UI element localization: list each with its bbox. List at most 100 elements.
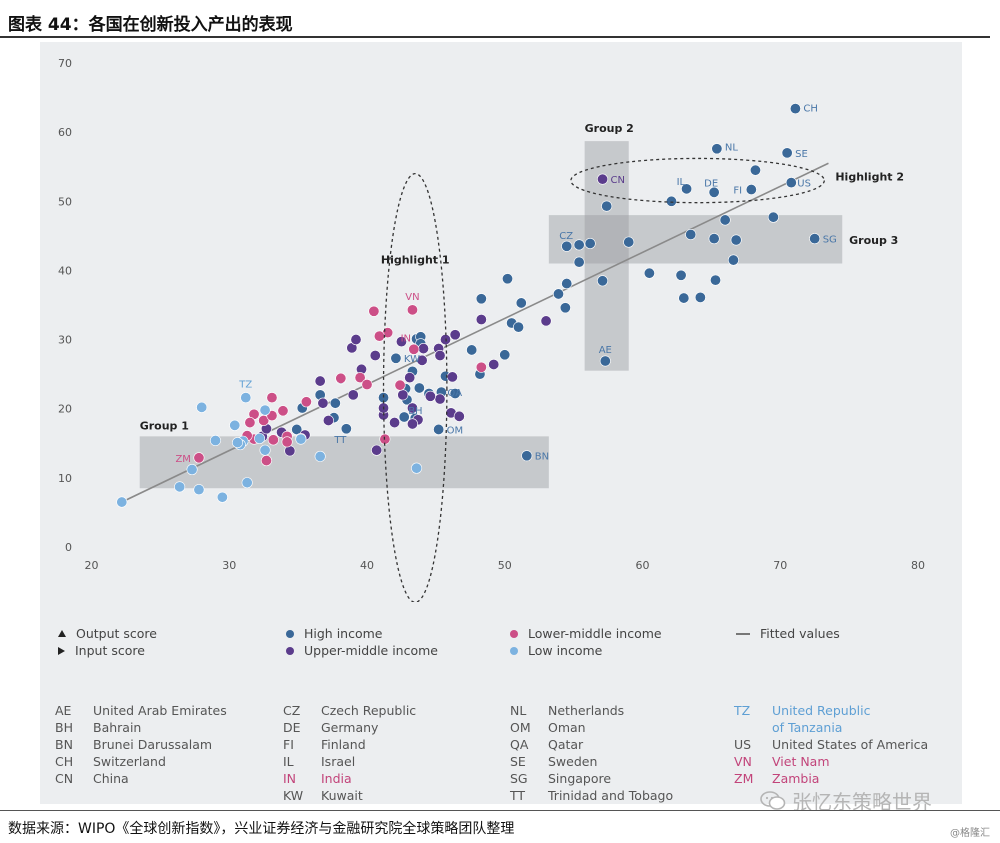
abbreviation-item: QA Qatar — [510, 737, 584, 752]
data-point — [559, 302, 571, 314]
data-point — [475, 293, 487, 305]
data-point — [347, 389, 359, 401]
legend-label: Input score — [75, 643, 145, 658]
abbreviation-item: DE Germany — [283, 720, 379, 735]
page-title: 图表 44：各国在创新投入产出的表现 — [8, 15, 293, 35]
data-point — [573, 239, 585, 251]
abbreviation-item: TZ United Republic — [734, 703, 871, 718]
data-point — [710, 274, 722, 286]
data-point — [708, 233, 720, 245]
legend-label: Upper-middle income — [304, 643, 438, 658]
point-label: AE — [599, 345, 612, 356]
data-point — [730, 234, 742, 246]
x-tick-label: 20 — [85, 559, 99, 572]
annotation-label: Group 3 — [849, 234, 898, 247]
group-box — [139, 436, 549, 489]
data-point — [232, 437, 244, 449]
credit-text: @格隆汇 — [950, 828, 990, 839]
lower-middle-income-dot-icon — [510, 629, 518, 638]
legend-upper-middle-income: Upper-middle income — [286, 643, 438, 658]
data-point — [317, 397, 329, 409]
data-point — [708, 186, 720, 198]
data-point — [408, 343, 420, 355]
data-point — [193, 484, 205, 496]
data-point — [685, 228, 697, 240]
data-point — [244, 417, 256, 429]
abbreviation-item: CZ Czech Republic — [283, 703, 417, 718]
data-point — [424, 390, 436, 402]
data-point — [394, 379, 406, 391]
data-point — [466, 344, 478, 356]
annotation-label: Group 1 — [140, 419, 189, 432]
legend-lower-middle-income: Lower-middle income — [510, 626, 662, 641]
data-point — [406, 304, 418, 316]
data-point — [573, 256, 585, 268]
y-tick-label: 10 — [58, 472, 72, 485]
data-point — [499, 349, 511, 361]
data-point — [241, 477, 253, 489]
source-note: 数据来源：WIPO《全球创新指数》，兴业证券经济与金融研究院全球策略团队整理 — [8, 821, 515, 837]
data-point — [186, 464, 198, 476]
point-label: CN — [611, 175, 625, 186]
data-point — [314, 450, 326, 462]
data-point — [781, 147, 793, 159]
data-point — [259, 404, 271, 416]
point-label: TZ — [238, 380, 252, 391]
data-point — [584, 237, 596, 249]
point-label: US — [797, 179, 811, 190]
y-tick-label: 70 — [58, 57, 72, 70]
data-point — [216, 491, 228, 503]
data-point — [350, 334, 362, 346]
data-point — [174, 481, 186, 493]
data-point — [502, 273, 514, 285]
data-point — [411, 462, 423, 474]
data-point — [681, 183, 693, 195]
data-point — [601, 200, 613, 212]
abbreviation-column-1: AE United Arab Emirates BH Bahrain BN Brune… — [55, 702, 227, 787]
abbreviation-item-continued: of Tanzania — [772, 720, 843, 735]
abbreviation-item: SE Sweden — [510, 754, 598, 769]
data-point — [694, 291, 706, 303]
data-point — [434, 393, 446, 405]
data-point — [267, 434, 279, 446]
data-point — [675, 269, 687, 281]
data-point — [785, 177, 797, 189]
point-label: QA — [447, 388, 462, 399]
footer-divider — [0, 810, 1000, 811]
data-point — [488, 358, 500, 370]
point-label: BN — [535, 452, 549, 463]
y-tick-label: 40 — [58, 264, 72, 277]
data-point — [719, 214, 731, 226]
data-point — [434, 349, 446, 361]
data-point — [433, 423, 445, 435]
y-tick-label: 60 — [58, 126, 72, 139]
abbreviation-item: ZM Zambia — [734, 771, 820, 786]
y-tick-label: 0 — [65, 541, 72, 554]
high-income-dot-icon — [286, 629, 294, 638]
point-label: TT — [333, 435, 347, 446]
data-point — [335, 372, 347, 384]
data-point — [229, 419, 241, 431]
point-label: VN — [405, 292, 419, 303]
data-point — [678, 292, 690, 304]
data-point — [397, 389, 409, 401]
x-tick-label: 40 — [360, 559, 374, 572]
data-point — [406, 418, 418, 430]
highlight-ellipse — [382, 173, 448, 602]
data-point — [711, 143, 723, 155]
abbreviation-item: IN India — [283, 771, 352, 786]
x-tick-label: 30 — [222, 559, 236, 572]
data-point — [259, 444, 271, 456]
legend-output-score: Output score — [58, 626, 157, 641]
abbreviation-item: BN Brunei Darussalam — [55, 737, 213, 752]
legend-label: Lower-middle income — [528, 626, 662, 641]
data-point — [193, 452, 205, 464]
data-point — [300, 396, 312, 408]
data-point — [389, 417, 401, 429]
data-point — [665, 195, 677, 207]
data-point — [240, 392, 252, 404]
data-point — [475, 314, 487, 326]
point-label: KW — [404, 354, 420, 365]
legend-label: Low income — [528, 643, 603, 658]
point-label: CH — [803, 104, 818, 115]
